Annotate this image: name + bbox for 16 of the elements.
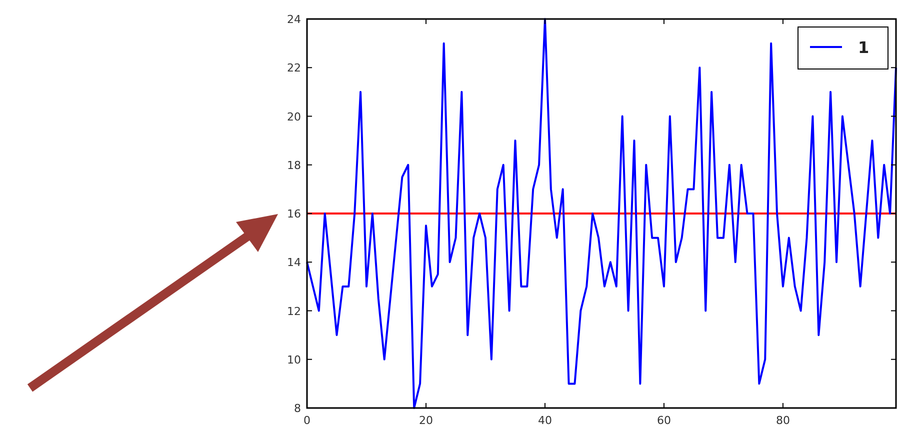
y-tick-label: 14 [287, 256, 301, 270]
y-tick-label: 10 [287, 353, 301, 366]
y-tick-label: 22 [287, 62, 301, 75]
x-tick-label: 60 [656, 414, 671, 427]
x-tick-label: 80 [776, 414, 790, 427]
y-tick-label: 18 [287, 158, 301, 172]
y-tick-label: 16 [287, 208, 301, 220]
x-tick-label: 40 [538, 414, 552, 427]
legend-label: 1 [858, 38, 870, 57]
y-tick-label: 24 [287, 13, 301, 26]
y-tick-label: 20 [287, 110, 301, 124]
x-tick-label: 0 [304, 414, 310, 427]
y-tick-label: 12 [287, 304, 301, 318]
x-tick-label: 20 [418, 414, 433, 427]
line-series [306, 18, 897, 409]
y-tick-label: 8 [294, 402, 301, 415]
